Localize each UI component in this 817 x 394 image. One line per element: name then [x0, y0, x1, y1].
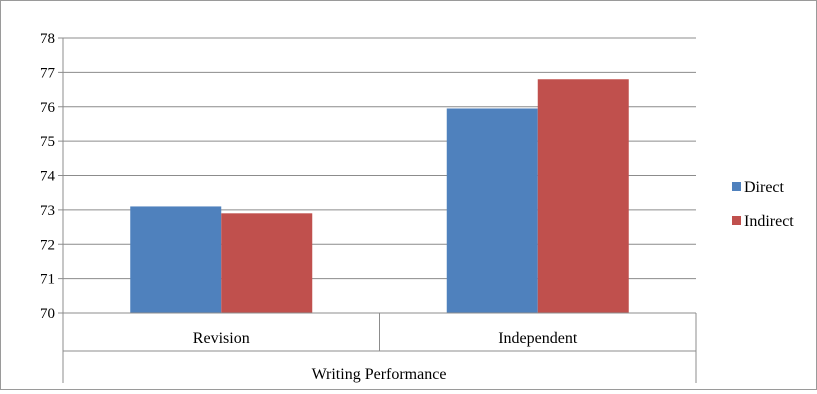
y-tick-label: 73 — [40, 203, 55, 219]
category-label: Independent — [498, 330, 578, 347]
y-tick-label: 78 — [40, 31, 55, 47]
y-tick-label: 75 — [40, 134, 55, 150]
bar-indirect-independent — [537, 79, 629, 313]
legend: Direct Indirect — [732, 179, 794, 230]
y-tick-label: 76 — [40, 100, 56, 116]
y-tick-label: 71 — [40, 272, 55, 288]
y-tick-label: 70 — [40, 306, 55, 322]
y-tick-label: 72 — [40, 237, 55, 253]
bars — [130, 79, 629, 313]
bar-indirect-revision — [221, 213, 313, 313]
axes — [62, 38, 697, 383]
legend-label-direct: Direct — [744, 179, 785, 196]
y-tick-label: 77 — [40, 65, 56, 81]
category-label: Revision — [193, 330, 250, 347]
category-labels: Revision Independent — [193, 330, 578, 347]
y-tick-label: 74 — [40, 169, 56, 185]
y-tick-labels: 70 71 72 73 74 75 76 77 78 — [40, 31, 63, 322]
legend-swatch-indirect — [732, 216, 741, 225]
x-axis-title: Writing Performance — [312, 366, 447, 383]
bar-direct-independent — [446, 108, 538, 313]
legend-swatch-direct — [732, 182, 741, 191]
bar-direct-revision — [130, 206, 222, 313]
legend-label-indirect: Indirect — [744, 213, 794, 230]
